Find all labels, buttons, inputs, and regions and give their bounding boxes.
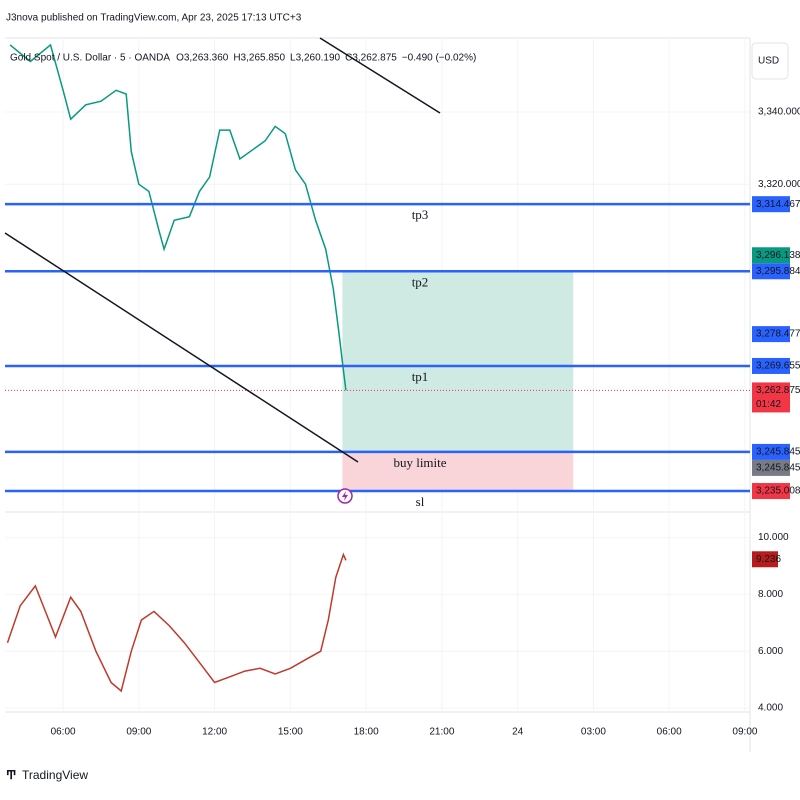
price-tag [752, 459, 790, 476]
price-tag [752, 443, 790, 460]
ohlc-value: −0.490 (−0.02%) [402, 53, 477, 64]
footer-logo: Ͳ [6, 768, 16, 782]
footer-brand: TradingView [22, 768, 88, 782]
level-name: sl [416, 494, 425, 509]
x-tick-label: 21:00 [429, 727, 454, 738]
level-name: tp3 [412, 207, 429, 222]
series-line [6, 552, 347, 693]
y-tick-label: 6.000 [758, 646, 783, 657]
x-tick-label: 09:00 [126, 727, 151, 738]
level-name: tp2 [412, 274, 429, 289]
ohlc-value: O3,263.360 [176, 53, 229, 64]
loss-zone [342, 451, 574, 492]
ohlc-value: H3,265.850 [233, 53, 285, 64]
x-tick-label: 15:00 [278, 727, 303, 738]
publisher: J3nova published on TradingView.com, Apr… [6, 13, 302, 24]
level-name: buy limite [393, 455, 446, 470]
price-tag-label: 3,295.884 [756, 266, 800, 277]
indicator-tag [752, 551, 778, 568]
ohlc-value: C3,262.875 [345, 53, 397, 64]
trend-line [319, 37, 441, 114]
currency-box[interactable] [751, 42, 789, 80]
plot: 06:00 09:00 12:00 15:00 18:00 21:00 24 03:00 06:… [5, 38, 800, 738]
price-tag-label: 3,245.845 [756, 463, 800, 474]
price-tag-label: 3,235.008 [756, 486, 800, 497]
price-tag [752, 382, 790, 413]
price-tag-label: 3,278.477 [756, 329, 800, 340]
x-tick-label: 03:00 [581, 727, 606, 738]
price-tag-label: 3,269.655 [756, 361, 800, 372]
series-line [9, 43, 347, 391]
price-tag [752, 357, 790, 374]
x-tick-label: 06:00 [51, 727, 76, 738]
price-tag [752, 263, 790, 280]
y-tick-label: 10.000 [758, 532, 789, 543]
x-tick-label: 06:00 [657, 727, 682, 738]
price-tag-label: 3,296.138 [756, 250, 800, 261]
price-tag-label: 3,314.467 [756, 199, 800, 210]
y-tick-label: 3,340.000 [758, 107, 800, 118]
level-name: tp1 [412, 369, 429, 384]
ohlc-value: L3,260.190 [290, 53, 340, 64]
price-tag [752, 326, 790, 343]
price-tag [752, 483, 790, 500]
countdown: 01:42 [756, 399, 781, 410]
symbol-title: Gold Spot / U.S. Dollar · 5 · OANDA [10, 53, 170, 64]
profit-zone [342, 271, 574, 452]
price-tag-label: 3,245.845 [756, 447, 800, 458]
trend-line [4, 232, 359, 463]
x-tick-label: 24 [512, 727, 524, 738]
currency: USD [758, 56, 779, 67]
x-tick-label: 09:00 [732, 727, 757, 738]
price-tag-label: 3,262.875 [756, 385, 800, 396]
indicator-tag-label: 9.236 [756, 554, 781, 565]
price-tag [752, 247, 790, 264]
y-tick-label: 8.000 [758, 589, 783, 600]
price-tag [752, 196, 790, 213]
y-tick-label: 4.000 [758, 703, 783, 714]
y-tick-label: 3,320.000 [758, 179, 800, 190]
x-tick-label: 18:00 [354, 727, 379, 738]
event-icon-bolt [342, 491, 348, 501]
x-tick-label: 12:00 [202, 727, 227, 738]
